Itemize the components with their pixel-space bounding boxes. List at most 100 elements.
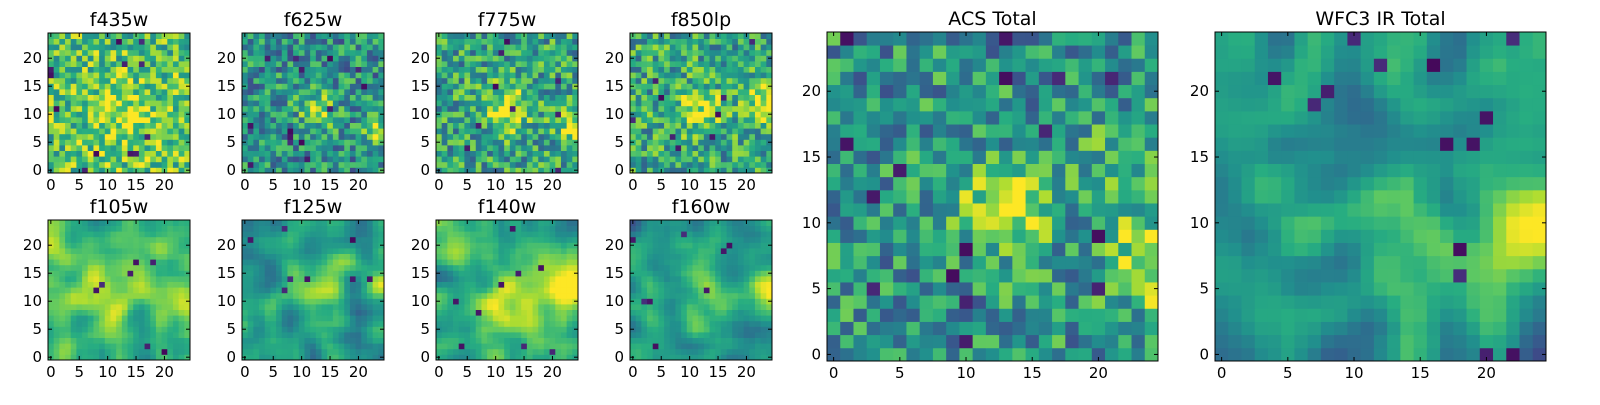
heatmap-cell <box>373 237 379 243</box>
heatmap-cell <box>561 265 567 271</box>
heatmap-cell <box>710 270 716 276</box>
heatmap-cell <box>179 259 185 265</box>
heatmap-cell <box>179 139 185 145</box>
heatmap-cell <box>54 117 60 123</box>
heatmap-cell <box>105 287 111 293</box>
heatmap-cell <box>744 123 750 129</box>
heatmap-cell <box>636 321 642 327</box>
heatmap-cell <box>493 50 499 56</box>
heatmap-cell <box>276 33 282 39</box>
heatmap-cell <box>732 321 738 327</box>
heatmap-cell <box>150 220 156 226</box>
heatmap-cell <box>710 100 716 106</box>
heatmap-cell <box>65 106 71 112</box>
heatmap-cell <box>687 298 693 304</box>
heatmap-cell <box>447 128 453 134</box>
heatmap-cell <box>248 139 254 145</box>
heatmap-cell <box>493 298 499 304</box>
heatmap-cell <box>647 270 653 276</box>
heatmap-cell <box>572 259 578 265</box>
heatmap-cell <box>304 83 310 89</box>
heatmap-cell <box>350 298 356 304</box>
heatmap-cell <box>259 67 265 73</box>
heatmap-cell <box>476 226 482 232</box>
heatmap-cell <box>156 145 162 151</box>
heatmap-cell <box>504 276 510 282</box>
heatmap-cell <box>327 151 333 157</box>
heatmap-cell <box>59 89 65 95</box>
heatmap-cell <box>555 128 561 134</box>
heatmap-cell <box>116 349 122 355</box>
heatmap-cell <box>510 123 516 129</box>
heatmap-cell <box>167 156 173 162</box>
heatmap-cell <box>253 123 259 129</box>
heatmap-cell <box>356 67 362 73</box>
heatmap-cell <box>658 349 664 355</box>
heatmap-cell <box>265 332 271 338</box>
heatmap-cell <box>493 293 499 299</box>
heatmap-cell <box>721 111 727 117</box>
heatmap-cell <box>658 326 664 332</box>
heatmap-cell <box>156 100 162 106</box>
heatmap-cell <box>99 139 105 145</box>
heatmap-cell <box>259 304 265 310</box>
heatmap-cell <box>692 304 698 310</box>
heatmap-cell <box>145 287 151 293</box>
heatmap-cell <box>350 326 356 332</box>
heatmap-cell <box>82 78 88 84</box>
heatmap-cell <box>504 67 510 73</box>
heatmap-cell <box>373 162 379 168</box>
heatmap-cell <box>293 83 299 89</box>
heatmap-cell <box>282 39 288 45</box>
heatmap-cell <box>567 39 573 45</box>
heatmap-cell <box>510 326 516 332</box>
heatmap-cell <box>128 39 134 45</box>
heatmap-cell <box>253 128 259 134</box>
heatmap-cell <box>88 106 94 112</box>
heatmap-cell <box>59 265 65 271</box>
heatmap-cell <box>82 123 88 129</box>
heatmap-cell <box>766 338 772 344</box>
heatmap-cell <box>327 326 333 332</box>
heatmap-cell <box>561 95 567 101</box>
y-tick-label: 20 <box>23 236 42 254</box>
heatmap-cell <box>738 315 744 321</box>
heatmap-cell <box>253 270 259 276</box>
heatmap-cell <box>538 304 544 310</box>
heatmap-cell <box>555 100 561 106</box>
heatmap-cell <box>242 248 248 254</box>
heatmap-cell <box>253 226 259 232</box>
heatmap-cell <box>453 106 459 112</box>
heatmap-cell <box>493 83 499 89</box>
heatmap-cell <box>550 332 556 338</box>
heatmap-cell <box>116 100 122 106</box>
heatmap-cell <box>293 332 299 338</box>
x-tick-label: 15 <box>320 176 339 194</box>
heatmap-cell <box>761 39 767 45</box>
heatmap-cell <box>710 287 716 293</box>
heatmap-cell <box>361 349 367 355</box>
heatmap-cell <box>653 89 659 95</box>
heatmap-cell <box>630 89 636 95</box>
heatmap-cell <box>310 338 316 344</box>
heatmap-cell <box>464 326 470 332</box>
heatmap-cell <box>350 162 356 168</box>
heatmap-cell <box>378 100 384 106</box>
heatmap-cell <box>173 134 179 140</box>
heatmap-cell <box>710 117 716 123</box>
heatmap-cell <box>670 39 676 45</box>
heatmap-cell <box>93 254 99 260</box>
heatmap-cell <box>493 321 499 327</box>
heatmap-cell <box>459 72 465 78</box>
heatmap-cell <box>710 106 716 112</box>
heatmap-cell <box>533 276 539 282</box>
heatmap-cell <box>687 151 693 157</box>
heatmap-cell <box>744 39 750 45</box>
heatmap-cell <box>65 231 71 237</box>
heatmap-cell <box>361 67 367 73</box>
heatmap-cell <box>282 162 288 168</box>
heatmap-cell <box>704 128 710 134</box>
heatmap-cell <box>470 298 476 304</box>
heatmap-cell <box>698 162 704 168</box>
heatmap-cell <box>761 326 767 332</box>
